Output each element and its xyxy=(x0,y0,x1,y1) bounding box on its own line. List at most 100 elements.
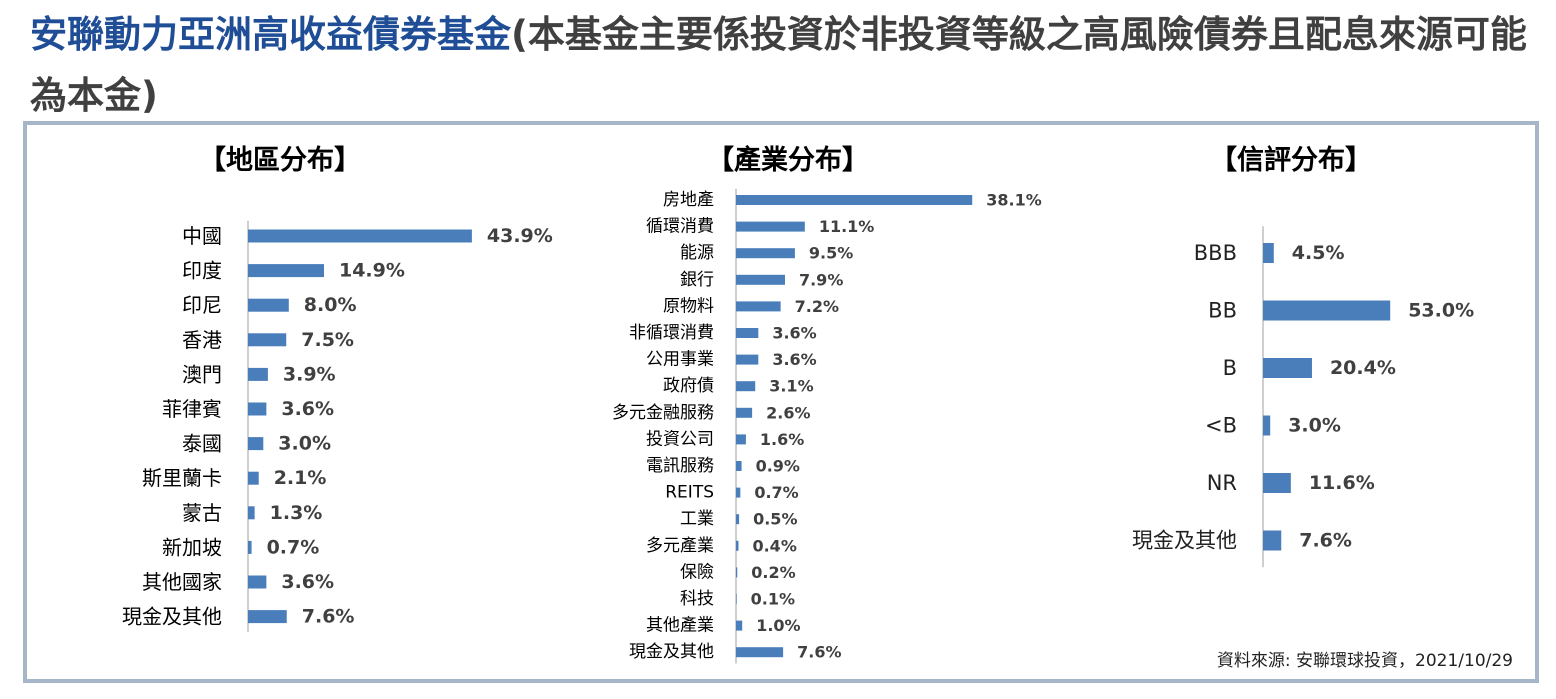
industry-data-label: 2.6% xyxy=(766,403,810,422)
region-chart-title: 【地區分布】 xyxy=(199,145,361,176)
industry-category-label: 現金及其他 xyxy=(629,642,714,662)
industry-bar xyxy=(736,248,795,259)
rating-bar xyxy=(1263,243,1274,263)
industry-category-label: 公用事業 xyxy=(646,350,714,370)
region-data-label: 3.9% xyxy=(283,363,336,385)
rating-chart-marks: BBB 4.5% BB 53.0% B 20.4% <B 3.0% NR 11.6% 現金及其他 7.… xyxy=(1132,226,1474,568)
region-category-label: 斯里蘭卡 xyxy=(142,466,222,490)
industry-category-label: 多元產業 xyxy=(646,536,714,556)
rating-data-label: 20.4% xyxy=(1330,357,1396,379)
industry-category-label: 政府債 xyxy=(663,376,714,396)
industry-bar xyxy=(736,461,742,471)
region-bar xyxy=(248,540,252,554)
industry-category-label: 循環消費 xyxy=(646,217,714,237)
industry-bar xyxy=(736,567,738,578)
industry-bar xyxy=(736,487,741,498)
industry-bar xyxy=(736,514,740,525)
industry-bar xyxy=(736,434,746,445)
rating-data-label: 7.6% xyxy=(1299,530,1352,552)
industry-data-label: 1.0% xyxy=(756,616,800,635)
industry-bar xyxy=(736,274,785,285)
region-data-label: 14.9% xyxy=(339,260,405,282)
rating-data-label: 4.5% xyxy=(1292,242,1345,264)
industry-data-label: 7.9% xyxy=(799,270,843,289)
region-bar xyxy=(248,402,267,416)
region-bar xyxy=(248,367,268,381)
industry-data-label: 11.1% xyxy=(819,217,875,236)
industry-category-label: REITS xyxy=(665,483,714,503)
industry-bar xyxy=(736,221,805,232)
region-category-label: 泰國 xyxy=(182,432,222,456)
source-note: 資料來源: 安聯環球投資，2021/10/29 xyxy=(1216,651,1513,671)
industry-data-label: 3.1% xyxy=(769,377,813,396)
region-bar xyxy=(248,506,255,520)
rating-bar xyxy=(1263,300,1391,321)
industry-bar xyxy=(736,354,759,365)
industry-data-label: 1.6% xyxy=(760,430,804,449)
region-data-label: 8.0% xyxy=(304,294,357,316)
industry-category-label: 房地產 xyxy=(663,190,714,210)
rating-bar xyxy=(1263,415,1271,436)
industry-category-label: 能源 xyxy=(680,243,714,263)
industry-category-label: 銀行 xyxy=(680,270,714,290)
industry-category-label: 多元金融服務 xyxy=(612,403,714,423)
industry-data-label: 7.6% xyxy=(797,643,841,662)
rating-data-label: 3.0% xyxy=(1288,415,1341,437)
region-bar xyxy=(248,575,267,589)
region-category-label: 澳門 xyxy=(182,362,222,386)
region-data-label: 2.1% xyxy=(274,467,327,489)
region-category-label: 其他國家 xyxy=(142,570,222,594)
industry-data-label: 0.2% xyxy=(751,563,795,582)
industry-bar xyxy=(736,407,753,418)
industry-bar xyxy=(736,620,743,631)
industry-data-label: 3.6% xyxy=(772,350,816,369)
region-bar xyxy=(248,333,287,347)
region-category-label: 菲律賓 xyxy=(162,397,222,421)
rating-category-label: B xyxy=(1223,356,1237,380)
region-bar xyxy=(248,610,287,624)
region-category-label: 中國 xyxy=(182,224,222,248)
rating-data-label: 53.0% xyxy=(1408,300,1474,322)
rating-category-label: <B xyxy=(1205,414,1237,438)
fund-note: (本基金主要係投資於非投資等級之高風險債券且配息來源可能為本金) xyxy=(30,13,1527,117)
region-data-label: 7.5% xyxy=(301,329,354,351)
rating-category-label: 現金及其他 xyxy=(1132,529,1237,553)
industry-category-label: 工業 xyxy=(680,509,714,529)
rating-data-label: 11.6% xyxy=(1309,472,1375,494)
rating-category-label: NR xyxy=(1207,471,1237,495)
industry-data-label: 0.4% xyxy=(752,536,796,555)
industry-chart: 【產業分布】 房地產 38.1% 循環消費 11.1% 能源 9.5% 銀行 7.9% 原物料 7… xyxy=(612,144,1042,664)
rating-bar xyxy=(1263,530,1282,551)
region-chart-marks: 中國 43.9% 印度 14.9% 印尼 8.0% 香港 7.5% 澳門 3.9% 菲律賓 3.6% 泰… xyxy=(122,220,553,632)
industry-chart-marks: 房地產 38.1% 循環消費 11.1% 能源 9.5% 銀行 7.9% 原物料 7.2% 非循環消… xyxy=(612,188,1042,664)
industry-category-label: 科技 xyxy=(680,589,714,609)
fund-name: 安聯動力亞洲高收益債券基金 xyxy=(30,13,511,56)
rating-chart-title: 【信評分布】 xyxy=(1210,144,1372,176)
industry-data-label: 0.7% xyxy=(754,483,798,502)
region-bar xyxy=(248,298,289,312)
rating-bar xyxy=(1263,473,1291,493)
region-data-label: 43.9% xyxy=(487,225,553,247)
rating-bar xyxy=(1263,358,1312,378)
industry-data-label: 38.1% xyxy=(986,191,1042,210)
industry-data-label: 7.2% xyxy=(795,297,839,316)
industry-bar xyxy=(736,381,756,392)
region-data-label: 3.0% xyxy=(278,433,331,455)
industry-category-label: 電訊服務 xyxy=(646,456,714,476)
industry-category-label: 保險 xyxy=(680,562,714,582)
industry-category-label: 原物料 xyxy=(663,296,714,316)
region-data-label: 3.6% xyxy=(281,398,334,420)
industry-bar xyxy=(736,328,759,338)
region-bar xyxy=(248,471,259,485)
industry-data-label: 0.9% xyxy=(756,457,800,476)
region-chart: 【地區分布】 中國 43.9% 印度 14.9% 印尼 8.0% 香港 7.5% 澳門 3.9% 菲… xyxy=(122,145,553,632)
region-data-label: 7.6% xyxy=(302,606,355,628)
chart-panel: 【地區分布】 中國 43.9% 印度 14.9% 印尼 8.0% 香港 7.5% 澳門 3.9% 菲… xyxy=(23,121,1539,683)
industry-data-label: 0.5% xyxy=(753,510,797,529)
industry-bar xyxy=(736,195,973,205)
region-bar xyxy=(248,437,264,451)
region-data-label: 3.6% xyxy=(281,571,334,593)
industry-data-label: 0.1% xyxy=(751,590,795,609)
region-category-label: 蒙古 xyxy=(182,501,222,525)
industry-chart-title: 【產業分布】 xyxy=(707,144,869,176)
